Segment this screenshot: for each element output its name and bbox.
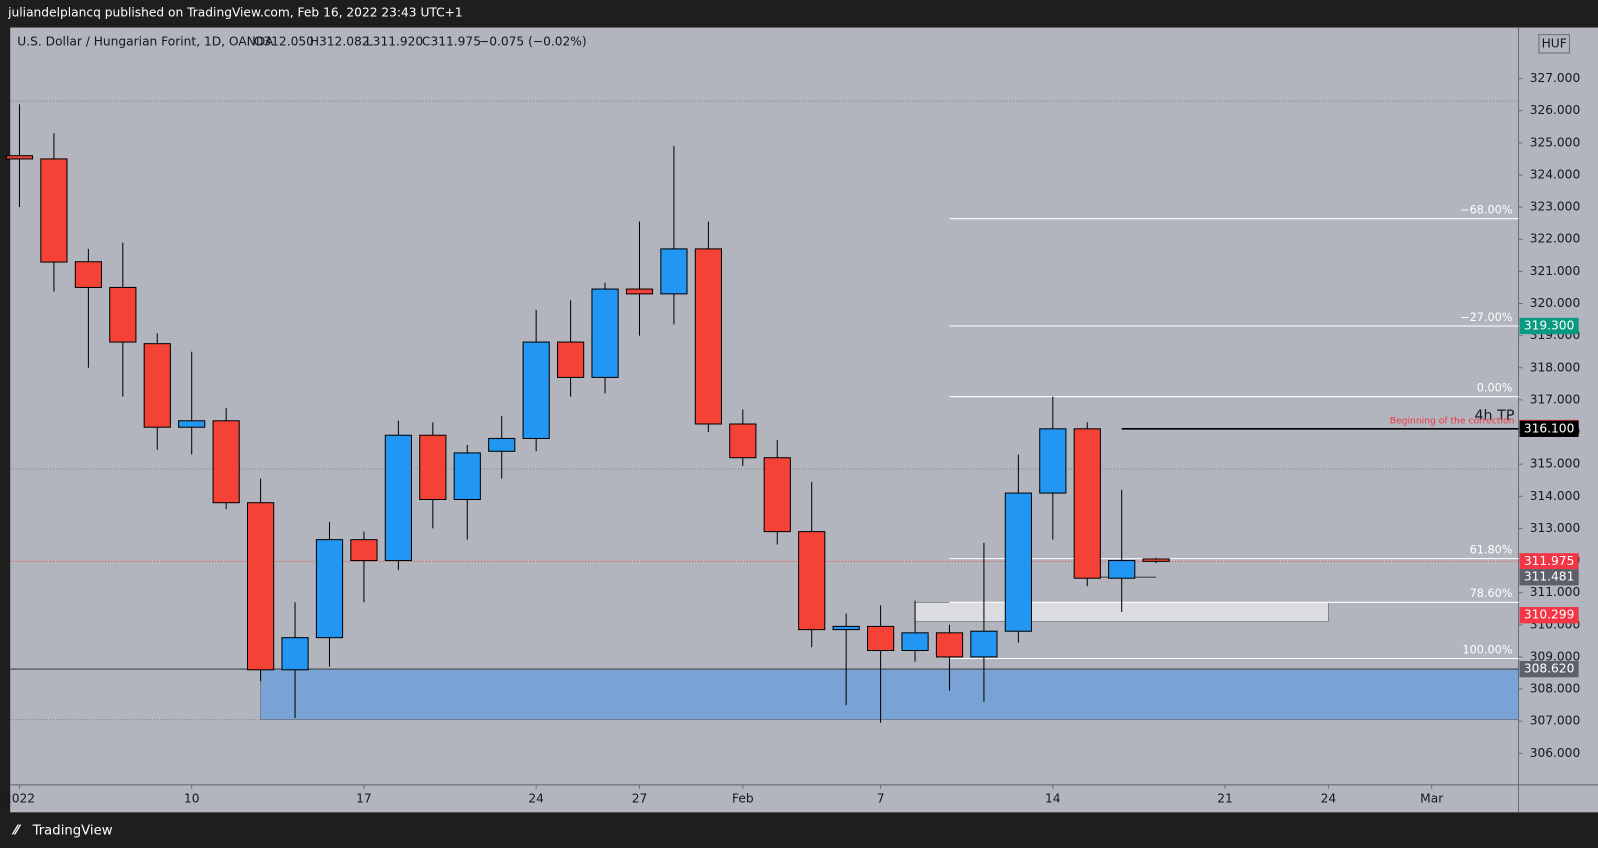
- price-label: 311.975: [1524, 554, 1575, 568]
- candle-body: [522, 341, 550, 439]
- legend-change: −0.075 (−0.02%): [479, 34, 587, 48]
- x-tick-label: 27: [632, 792, 648, 806]
- x-tick-label: 10: [184, 792, 200, 806]
- price-label-box: [1519, 569, 1579, 586]
- price-label: 308.620: [1524, 662, 1575, 676]
- candle-body: [935, 632, 964, 658]
- y-tick-label: 323.000: [1530, 200, 1581, 214]
- candle-body: [625, 288, 654, 295]
- candle-body: [1004, 492, 1032, 632]
- candle-body: [1073, 428, 1101, 579]
- y-tick-label: 307.000: [1530, 714, 1581, 728]
- candle-body: [798, 531, 826, 631]
- legend-open: O312.050: [254, 34, 314, 48]
- candle-body: [384, 434, 412, 562]
- candle-body: [178, 420, 206, 428]
- x-tick-label: 14: [1045, 792, 1061, 806]
- candle-body: [143, 343, 171, 428]
- candle-body: [867, 625, 895, 652]
- y-tick-label: 321.000: [1530, 264, 1581, 278]
- candle-body: [5, 155, 34, 160]
- header: juliandelplancq published on TradingView…: [7, 6, 463, 20]
- layer: −68.00% −27.00% 0.00% 61.80% 78.60% 100.00% 4h…: [4, 71, 1580, 805]
- x-tick-label: Mar: [1420, 792, 1444, 806]
- candle-body: [763, 457, 791, 533]
- candle-body: [1142, 558, 1170, 562]
- candle-body: [453, 452, 481, 501]
- x-tick-label: 21: [1217, 792, 1233, 806]
- fib-label: 61.80%: [1470, 543, 1513, 556]
- footer-logo: TradingView: [32, 824, 113, 839]
- fib-label: 0.00%: [1477, 382, 1513, 395]
- x-tick-label: Feb: [732, 792, 754, 806]
- candle-body: [419, 434, 447, 501]
- y-tick-label: 309.000: [1530, 649, 1581, 663]
- price-label: 316.100: [1524, 421, 1575, 435]
- x-tick-label: 24: [528, 792, 544, 806]
- y-tick-label: 314.000: [1530, 489, 1581, 503]
- y-tick-label: 325.000: [1530, 135, 1581, 149]
- currency[interactable]: HUF: [1542, 36, 1567, 50]
- candle-body: [315, 539, 344, 639]
- candle-body: [350, 539, 378, 562]
- candle-body: [1108, 560, 1136, 579]
- time-axis: [10, 784, 1519, 813]
- legend-title: U.S. Dollar / Hungarian Forint, 1D, OAND…: [17, 34, 274, 48]
- y-tick-label: 320.000: [1530, 296, 1581, 310]
- x-tick-label: 17: [356, 792, 372, 806]
- logo-icon: ⁄⁄: [11, 824, 21, 839]
- candle-body: [212, 420, 240, 504]
- price-label-box: [1519, 607, 1579, 624]
- y-tick-label: 306.000: [1530, 746, 1581, 760]
- fib-label: −27.00%: [1460, 311, 1512, 324]
- fib-label: 100.00%: [1463, 643, 1513, 656]
- y-tick-label: 308.000: [1530, 682, 1581, 696]
- y-tick-label: 311.000: [1530, 585, 1581, 599]
- price-label-box: [1519, 660, 1579, 678]
- legend-close: C311.975: [422, 34, 481, 48]
- candle-body: [591, 288, 619, 378]
- y-tick-label: 324.000: [1530, 167, 1581, 181]
- legend-high: H312.082: [310, 34, 370, 48]
- zone: [260, 668, 1519, 720]
- candle-body: [729, 423, 757, 459]
- candle-body: [557, 341, 585, 378]
- annotation: Beginning of the correction: [1390, 415, 1515, 426]
- fib-label: 78.60%: [1470, 587, 1513, 600]
- candle-body: [832, 625, 860, 631]
- candle-body: [488, 437, 516, 452]
- candle-body: [660, 248, 688, 295]
- y-tick-label: 318.000: [1530, 360, 1581, 374]
- x-tick-label: 2022: [4, 792, 35, 806]
- x-tick-label: 24: [1321, 792, 1337, 806]
- x-tick-label: 7: [877, 792, 885, 806]
- legend-low: L311.920: [366, 34, 423, 48]
- candle-body: [281, 637, 309, 671]
- price-label: 319.300: [1524, 319, 1575, 333]
- candle-body: [1039, 428, 1067, 494]
- candle-body: [109, 286, 137, 343]
- candle-body: [694, 248, 722, 425]
- candle-body: [970, 630, 998, 658]
- price-label-box: [1519, 420, 1579, 437]
- y-tick-label: 315.000: [1530, 457, 1581, 471]
- fib-label: −68.00%: [1460, 204, 1512, 217]
- y-tick-label: 313.000: [1530, 521, 1581, 535]
- price-label: 311.481: [1524, 570, 1575, 584]
- currency-box[interactable]: [1538, 34, 1570, 54]
- price-label-box: [1519, 317, 1579, 335]
- candle-body: [74, 261, 102, 288]
- candle-body: [40, 158, 68, 263]
- y-tick-label: 322.000: [1530, 232, 1581, 246]
- price-label: 310.299: [1524, 608, 1575, 622]
- annotation: 4h TP: [1474, 408, 1514, 424]
- candle-body: [247, 502, 275, 671]
- candle-body: [901, 632, 929, 652]
- y-tick-label: 326.000: [1530, 103, 1581, 117]
- y-tick-label: 317.000: [1530, 392, 1581, 406]
- y-tick-label: 327.000: [1530, 71, 1581, 85]
